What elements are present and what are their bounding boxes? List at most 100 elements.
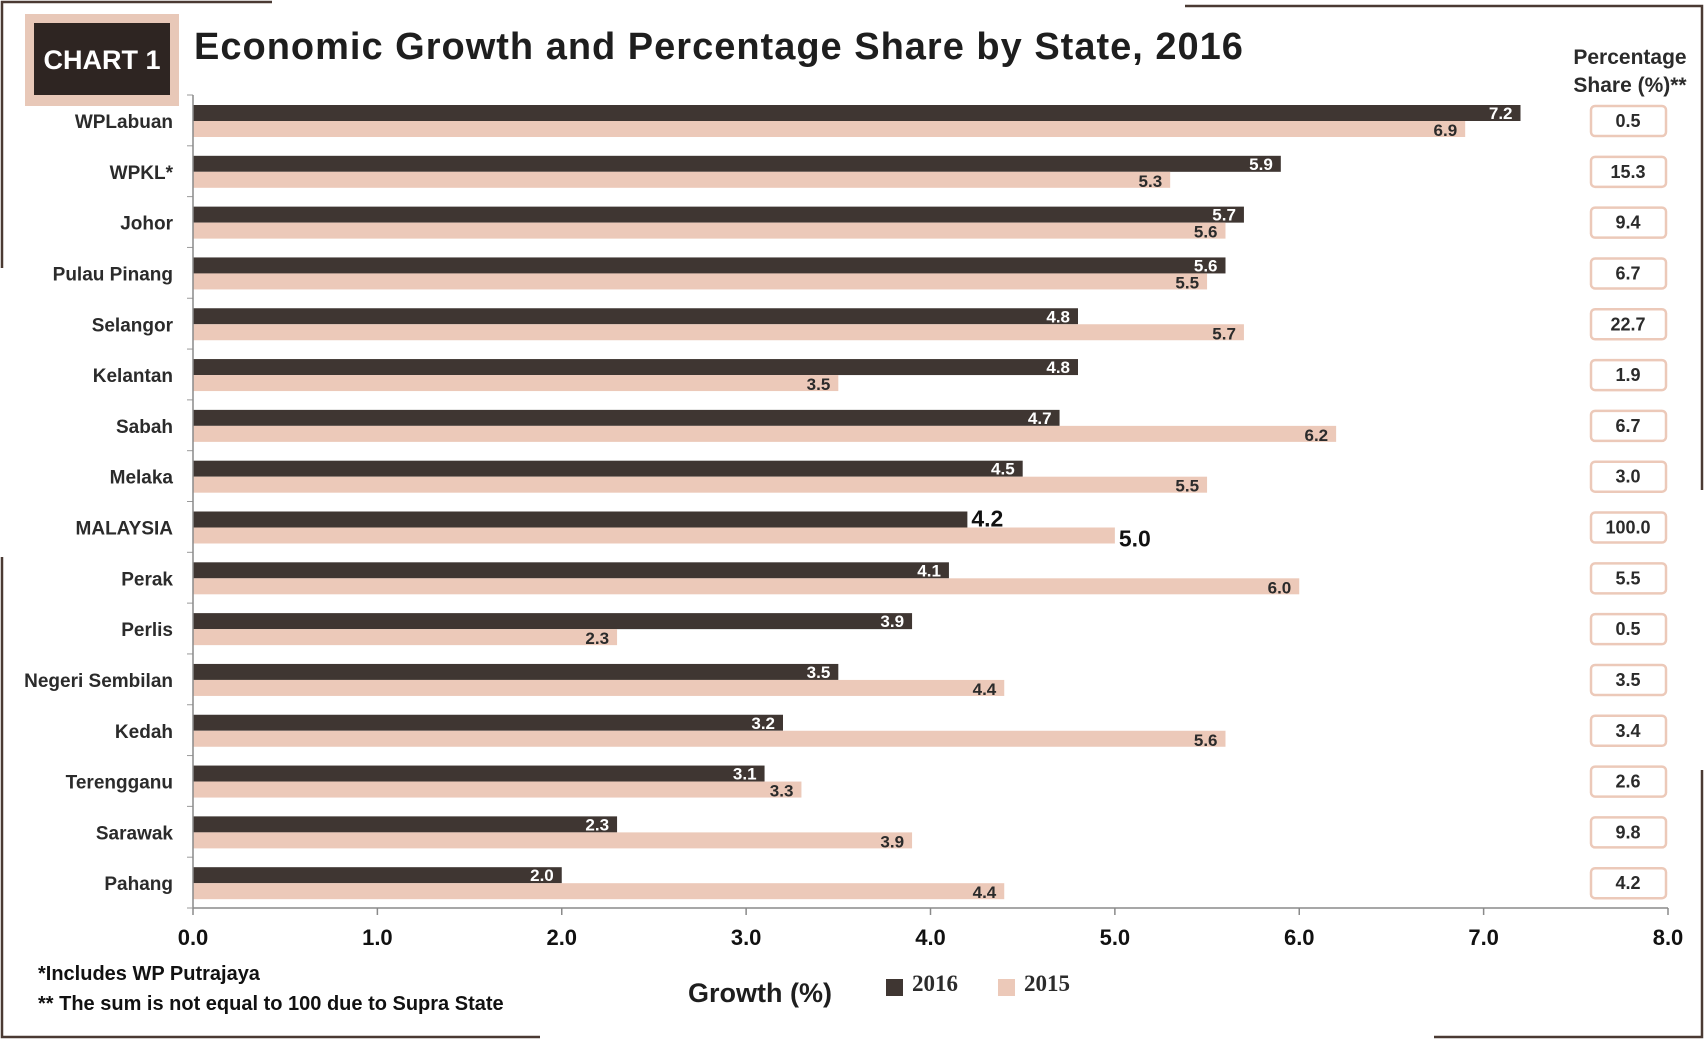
category-label: Perak [121,569,173,590]
category-label: Sarawak [96,823,174,844]
value-label-2016: 4.8 [1046,307,1070,326]
share-box [1589,663,1668,697]
bars-layer: 7.26.95.95.35.75.65.65.54.85.74.83.54.76… [193,104,1521,902]
bar-2015 [193,679,1005,696]
share-value: 15.3 [1610,162,1645,182]
share-header-line-2: Share (%)** [1573,74,1687,97]
value-label-2016: 4.8 [1046,358,1070,377]
share-box [1589,562,1668,595]
value-label-2016: 3.9 [880,612,904,631]
bar-2016 [193,460,1023,477]
bar-2016 [193,816,618,833]
category-label: Perlis [121,620,173,641]
share-value: 6.7 [1615,416,1640,436]
value-label-2015: 3.5 [807,375,831,394]
value-label-2016: 3.2 [751,714,775,733]
badge-label: CHART 1 [43,45,160,75]
category-label: Pulau Pinang [53,264,173,285]
bar-2016 [193,308,1078,325]
bar-2016 [193,105,1521,121]
bar-2016 [193,359,1078,376]
bar-2015 [193,273,1208,290]
frame-corner-top-right [1185,4,1704,490]
value-label-2015: 6.0 [1268,578,1292,597]
x-tick-label: 6.0 [1284,925,1315,950]
share-box [1589,460,1668,493]
category-label: Johor [120,214,173,235]
share-box [1589,511,1668,544]
x-tick-label: 0.0 [178,925,209,950]
share-boxes: 0.5 15.3 9.4 6.7 22.7 1.9 6.7 3.0 100.0 5.5 0.5 3.5… [1589,104,1668,900]
bar-2015 [193,527,1115,544]
share-value: 6.7 [1615,263,1640,283]
value-label-2016: 4.7 [1028,409,1052,428]
share-box [1589,409,1668,443]
share-value: 4.2 [1615,873,1640,893]
value-label-2015: 5.7 [1212,324,1236,343]
value-label-2015: 3.9 [880,832,904,851]
share-box [1589,765,1668,798]
x-tick-label: 2.0 [546,925,577,950]
bar-2015 [193,171,1171,188]
x-tick-label: 4.0 [915,925,946,950]
bar-2015 [193,578,1300,595]
bar-2015 [193,222,1226,239]
bar-2015 [193,425,1337,442]
bar-2016 [193,257,1226,274]
bar-2015 [193,832,913,849]
legend-swatch-2015 [998,979,1015,996]
category-label: MALAYSIA [76,519,174,540]
x-tick-label: 3.0 [731,925,762,950]
share-box [1589,206,1668,239]
value-label-2015: 3.3 [770,782,794,801]
value-label-2015: 5.0 [1119,526,1151,552]
x-tick-label: 8.0 [1653,925,1684,950]
share-value: 100.0 [1605,518,1650,538]
chart-title: Economic Growth and Percentage Share by … [194,26,1244,68]
share-box [1589,866,1668,900]
category-labels: WPLabuan WPKL* Johor Pulau Pinang Selangor Ke… [24,112,173,895]
share-box [1589,358,1668,392]
share-box [1589,714,1668,747]
value-label-2016: 5.7 [1212,206,1236,225]
share-header-line-1: Percentage [1573,46,1686,69]
footnote-2: ** The sum is not equal to 100 due to Su… [38,993,504,1015]
bar-2015 [193,883,1005,900]
x-tick-label: 1.0 [362,925,393,950]
category-label: Negeri Sembilan [24,671,173,692]
share-box [1589,308,1668,341]
value-label-2016: 3.5 [807,663,831,682]
bar-2016 [193,765,765,782]
share-value: 0.5 [1615,111,1640,131]
value-label-2016: 3.1 [733,765,757,784]
x-tick-label: 7.0 [1468,925,1499,950]
bar-2015 [193,121,1466,137]
bar-2016 [193,155,1281,172]
share-value: 9.4 [1615,213,1640,233]
footnote-1: *Includes WP Putrajaya [38,963,261,985]
bar-2015 [193,629,618,646]
value-label-2016: 4.5 [991,460,1015,479]
share-value: 9.8 [1615,822,1640,842]
category-label: Terengganu [66,773,173,794]
value-label-2015: 6.2 [1304,426,1328,445]
category-label: Pahang [104,874,173,895]
value-label-2015: 4.4 [973,680,997,699]
frame-corner-bottom-right [1434,770,1704,1039]
share-value: 3.4 [1615,721,1640,741]
value-label-2015: 5.3 [1139,172,1163,191]
share-box [1589,816,1668,849]
bar-2016 [193,613,913,630]
category-label: WPKL* [110,163,174,184]
legend-swatch-2016 [886,979,903,996]
category-label: WPLabuan [75,112,173,133]
share-value: 22.7 [1610,314,1645,334]
value-label-2016: 5.6 [1194,256,1218,275]
bar-2016 [193,409,1060,426]
bar-2015 [193,476,1208,493]
share-box [1589,612,1668,646]
category-label: Selangor [92,315,174,336]
value-label-2015: 5.5 [1175,477,1199,496]
bar-2016 [193,867,562,884]
